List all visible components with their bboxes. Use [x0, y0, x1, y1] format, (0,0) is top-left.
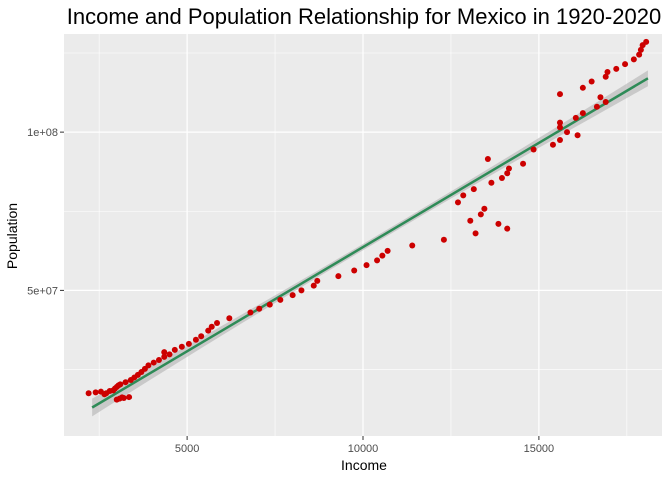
data-point: [193, 337, 199, 343]
data-point: [123, 379, 129, 385]
data-point: [597, 94, 603, 100]
data-point: [298, 287, 304, 293]
data-point: [471, 186, 477, 192]
data-point: [573, 115, 579, 121]
data-point: [151, 360, 157, 366]
data-point: [557, 120, 563, 126]
data-point: [409, 242, 415, 248]
data-point: [126, 394, 132, 400]
data-point: [460, 192, 466, 198]
data-point: [156, 357, 162, 363]
data-point: [311, 283, 317, 289]
y-tick-label: 1e+08: [27, 127, 58, 139]
data-point: [374, 257, 380, 263]
data-point: [550, 142, 556, 148]
data-point: [467, 218, 473, 224]
data-point: [580, 85, 586, 91]
data-point: [179, 344, 185, 350]
data-point: [499, 175, 505, 181]
data-point: [86, 390, 92, 396]
data-point: [290, 292, 296, 298]
data-point: [631, 56, 637, 62]
data-point: [335, 273, 341, 279]
data-point: [557, 137, 563, 143]
data-point: [121, 395, 127, 401]
data-point: [277, 297, 283, 303]
data-point: [385, 248, 391, 254]
data-point: [478, 211, 484, 217]
data-point: [161, 349, 167, 355]
data-point: [594, 104, 600, 110]
data-point: [604, 69, 610, 75]
data-point: [267, 302, 273, 308]
data-point: [520, 161, 526, 167]
data-point: [485, 156, 491, 162]
x-axis-ticks: 5000 10000 15000: [175, 436, 554, 455]
data-point: [564, 129, 570, 135]
data-point: [455, 199, 461, 205]
data-point: [575, 132, 581, 138]
data-point: [364, 262, 370, 268]
chart-title: Income and Population Relationship for M…: [67, 4, 661, 29]
data-point: [613, 66, 619, 72]
data-point: [603, 99, 609, 105]
data-point: [488, 180, 494, 186]
data-point: [186, 341, 192, 347]
x-tick-label: 10000: [348, 443, 379, 455]
data-point: [214, 320, 220, 326]
data-point: [145, 362, 151, 368]
data-point: [226, 315, 232, 321]
data-point: [473, 230, 479, 236]
data-point: [506, 166, 512, 172]
data-point: [172, 347, 178, 353]
x-axis-title: Income: [341, 457, 387, 473]
data-point: [531, 147, 537, 153]
data-point: [314, 278, 320, 284]
data-point: [589, 78, 595, 84]
data-point: [504, 226, 510, 232]
data-point: [481, 206, 487, 212]
data-point: [495, 221, 501, 227]
data-point: [117, 381, 123, 387]
data-point: [256, 306, 262, 312]
data-point: [167, 351, 173, 357]
data-point: [209, 324, 215, 330]
x-tick-label: 5000: [175, 443, 199, 455]
data-point: [622, 61, 628, 67]
x-tick-label: 15000: [524, 443, 555, 455]
data-point: [441, 237, 447, 243]
y-axis-ticks: 5e+07 1e+08: [27, 127, 64, 297]
data-point: [580, 110, 586, 116]
data-point: [198, 333, 204, 339]
y-axis-title: Population: [4, 203, 20, 269]
y-tick-label: 5e+07: [27, 285, 58, 297]
data-point: [557, 91, 563, 97]
data-point: [93, 389, 99, 395]
data-point: [247, 310, 253, 316]
data-point: [351, 267, 357, 273]
data-point: [643, 39, 649, 45]
data-point: [379, 253, 385, 259]
